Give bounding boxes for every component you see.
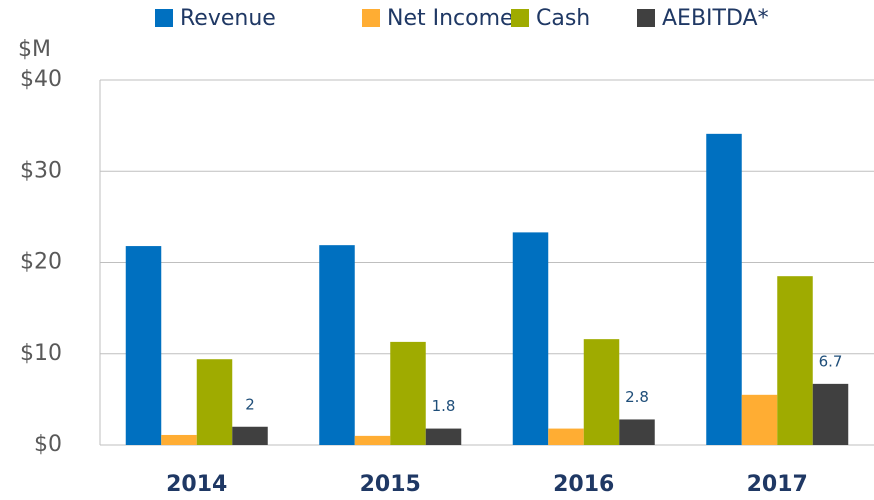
legend-swatch xyxy=(637,9,655,27)
unit-label: $M xyxy=(18,37,51,62)
legend-label: Revenue xyxy=(180,6,276,31)
y-tick-label: $30 xyxy=(20,158,62,183)
bar xyxy=(232,426,268,445)
x-tick-label: 2017 xyxy=(747,472,808,497)
y-tick-label: $20 xyxy=(20,250,62,275)
bar xyxy=(319,245,355,445)
bar xyxy=(512,232,549,445)
y-tick-label: $0 xyxy=(34,432,62,457)
legend-label: Cash xyxy=(536,6,590,31)
bar xyxy=(777,276,813,445)
x-tick-label: 2016 xyxy=(553,472,614,497)
data-label: 6.7 xyxy=(819,352,843,370)
bar xyxy=(196,359,233,445)
y-tick-label: $10 xyxy=(20,341,62,366)
legend-label: Net Income xyxy=(387,6,514,31)
legend-swatch xyxy=(511,9,529,27)
legend-label: AEBITDA* xyxy=(662,6,769,31)
legend-swatch xyxy=(362,9,380,27)
bar xyxy=(390,341,426,445)
data-label: 1.8 xyxy=(432,397,456,415)
bar xyxy=(583,339,620,445)
legend-swatch xyxy=(155,9,173,27)
x-tick-label: 2015 xyxy=(360,472,421,497)
bar xyxy=(125,246,162,445)
bar xyxy=(425,428,462,445)
data-label: 2.8 xyxy=(625,388,649,406)
y-tick-label: $40 xyxy=(20,67,62,92)
data-label: 2 xyxy=(245,395,255,413)
bar xyxy=(619,419,655,445)
bar xyxy=(548,428,584,445)
bar xyxy=(706,133,742,445)
bar xyxy=(354,435,391,445)
bar xyxy=(812,383,849,445)
bar xyxy=(161,434,197,445)
bar xyxy=(741,394,778,445)
x-tick-label: 2014 xyxy=(166,472,227,497)
